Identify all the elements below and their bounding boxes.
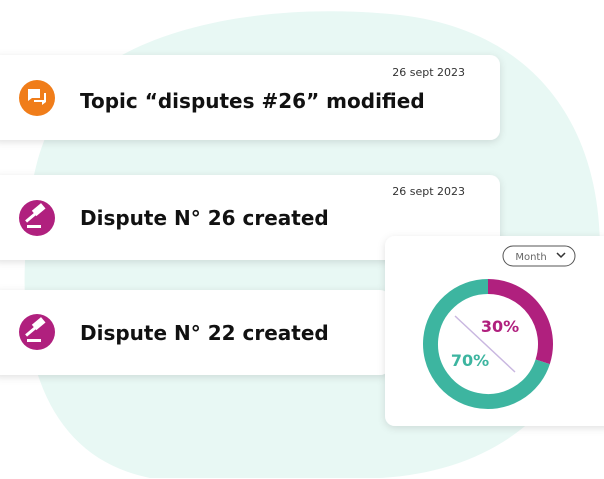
date: 26 sept 2023 xyxy=(392,66,465,79)
dispute-icon xyxy=(19,314,55,350)
period-dropdown[interactable] xyxy=(502,245,576,267)
notification-card[interactable] xyxy=(0,290,390,375)
chat-glyph xyxy=(28,89,46,105)
divider xyxy=(454,315,516,373)
value-label: 70% xyxy=(451,351,489,370)
chevron xyxy=(556,252,566,259)
value-label: 30% xyxy=(481,317,519,336)
dropdown-label: Month xyxy=(515,252,546,263)
donut-segment xyxy=(423,279,550,409)
notification-card[interactable] xyxy=(0,55,500,140)
dispute-icon xyxy=(19,200,55,236)
notification-title: Topic “disputes #26” modified xyxy=(80,89,425,113)
notification-card[interactable] xyxy=(0,175,500,260)
donut xyxy=(423,279,553,409)
gavel-glyph xyxy=(25,317,46,342)
gavel-glyph xyxy=(25,203,46,228)
notification-title: Dispute N° 22 created xyxy=(80,321,329,345)
notification-title: Dispute N° 26 created xyxy=(80,206,329,230)
date: 26 sept 2023 xyxy=(392,185,465,198)
donut-segment xyxy=(487,279,553,365)
